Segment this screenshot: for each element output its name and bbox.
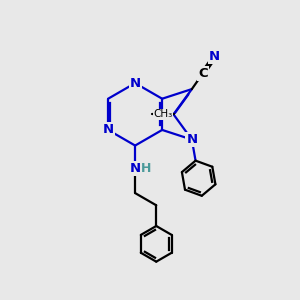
Text: N: N xyxy=(130,162,141,175)
Text: CH₃: CH₃ xyxy=(154,109,173,119)
Text: C: C xyxy=(198,67,208,80)
Text: N: N xyxy=(209,50,220,63)
Text: H: H xyxy=(141,162,152,175)
Text: N: N xyxy=(186,133,197,146)
Text: N: N xyxy=(130,76,141,90)
Text: N: N xyxy=(103,123,114,136)
